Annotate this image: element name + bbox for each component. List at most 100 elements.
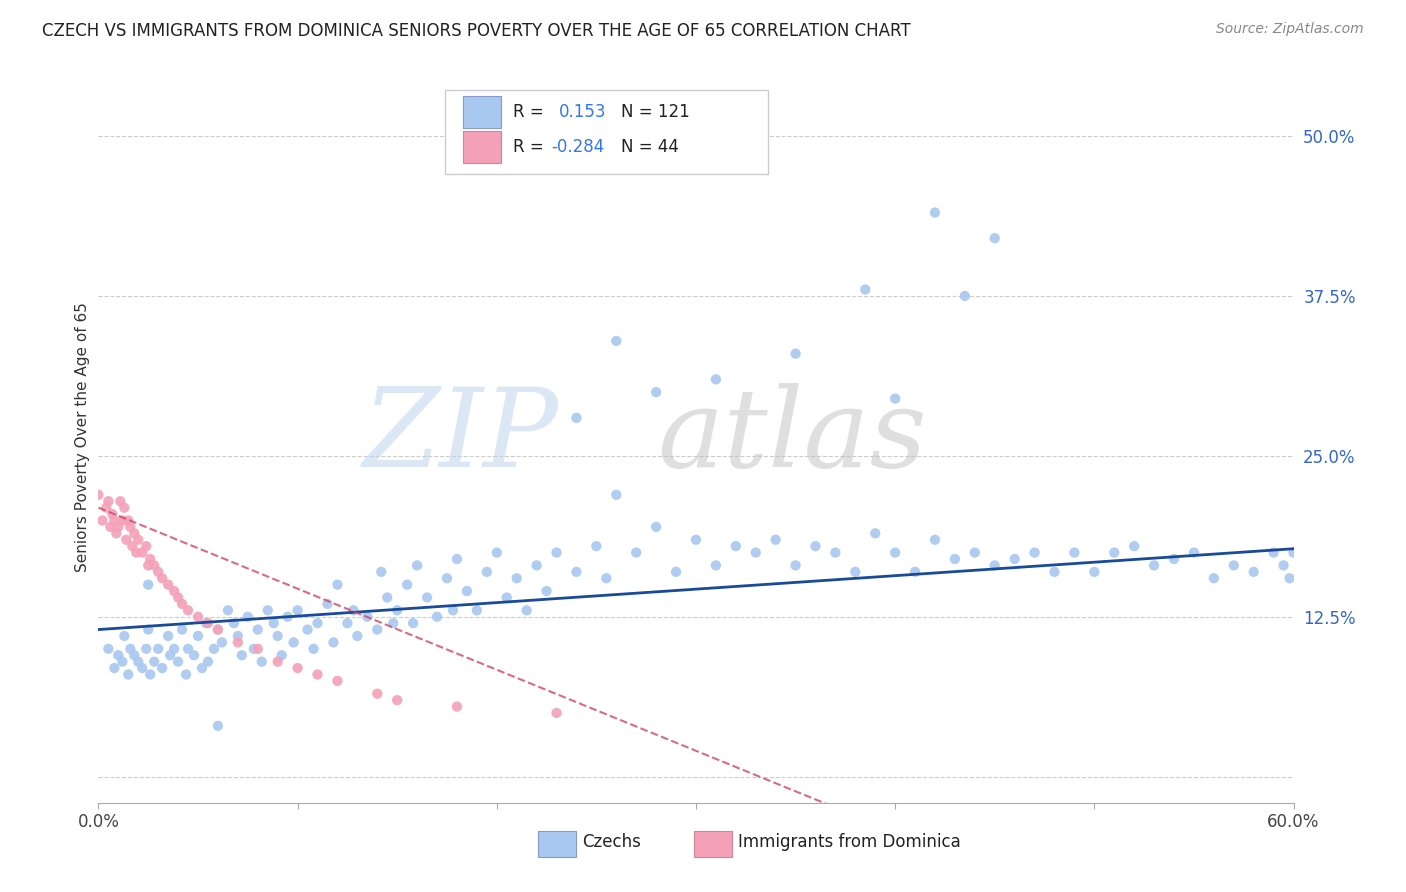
Point xyxy=(844,565,866,579)
Point xyxy=(346,629,368,643)
Point xyxy=(704,372,727,386)
Point xyxy=(263,616,285,631)
Point xyxy=(446,699,468,714)
Point xyxy=(97,641,120,656)
Point xyxy=(436,571,458,585)
Point xyxy=(924,533,946,547)
Point xyxy=(585,539,607,553)
Point xyxy=(884,392,907,406)
Point xyxy=(595,571,617,585)
Point xyxy=(984,231,1007,245)
Point xyxy=(111,514,134,528)
Point xyxy=(177,603,200,617)
Point xyxy=(785,346,807,360)
Point xyxy=(112,500,135,515)
Point xyxy=(396,577,419,591)
FancyBboxPatch shape xyxy=(538,830,576,857)
Point xyxy=(865,526,887,541)
Point xyxy=(546,706,568,720)
Point xyxy=(924,205,946,219)
Point xyxy=(963,545,986,559)
Point xyxy=(1063,545,1085,559)
Point xyxy=(375,591,398,605)
Point xyxy=(456,584,478,599)
Point xyxy=(117,514,139,528)
Text: R =: R = xyxy=(513,103,550,121)
Point xyxy=(267,629,290,643)
Point xyxy=(131,545,153,559)
Point xyxy=(1163,552,1185,566)
Point xyxy=(287,603,309,617)
Point xyxy=(277,609,299,624)
Point xyxy=(136,623,159,637)
Point xyxy=(1272,558,1295,573)
Point xyxy=(226,629,249,643)
Point xyxy=(148,641,170,656)
Point xyxy=(120,520,142,534)
Text: atlas: atlas xyxy=(657,384,927,491)
Point xyxy=(645,520,668,534)
Point xyxy=(302,641,325,656)
Point xyxy=(765,533,787,547)
Text: N = 121: N = 121 xyxy=(620,103,689,121)
Point xyxy=(1143,558,1166,573)
Point xyxy=(136,577,159,591)
Point xyxy=(127,533,149,547)
Point xyxy=(117,667,139,681)
Point xyxy=(1278,571,1301,585)
Point xyxy=(316,597,339,611)
Point xyxy=(685,533,707,547)
Point xyxy=(385,693,409,707)
Point xyxy=(1282,545,1305,559)
Point xyxy=(101,507,124,521)
Point xyxy=(416,591,439,605)
Point xyxy=(605,334,627,348)
Point xyxy=(91,514,114,528)
Point xyxy=(536,584,558,599)
Point xyxy=(207,719,229,733)
Point xyxy=(139,667,162,681)
Point xyxy=(626,545,648,559)
Point xyxy=(163,641,186,656)
Point xyxy=(143,655,166,669)
Point xyxy=(226,635,249,649)
Point xyxy=(385,603,409,617)
Point xyxy=(297,623,319,637)
Point xyxy=(120,641,142,656)
Point xyxy=(211,635,233,649)
Point xyxy=(1083,565,1105,579)
Point xyxy=(96,500,118,515)
Point xyxy=(246,641,269,656)
Point xyxy=(1043,565,1066,579)
Point xyxy=(745,545,768,559)
Point xyxy=(370,565,392,579)
Point xyxy=(356,609,378,624)
Point xyxy=(183,648,205,663)
Point xyxy=(526,558,548,573)
Point xyxy=(342,603,364,617)
Point xyxy=(231,648,253,663)
Point xyxy=(475,565,498,579)
Point xyxy=(127,655,149,669)
Point xyxy=(246,623,269,637)
Point xyxy=(167,655,190,669)
Point xyxy=(322,635,344,649)
Text: 0.153: 0.153 xyxy=(558,103,606,121)
Point xyxy=(197,655,219,669)
Point xyxy=(163,584,186,599)
Point xyxy=(426,609,449,624)
Point xyxy=(159,648,181,663)
Point xyxy=(884,545,907,559)
Point xyxy=(97,494,120,508)
Point xyxy=(1004,552,1026,566)
Point xyxy=(195,616,218,631)
Point xyxy=(904,565,927,579)
Point xyxy=(495,591,517,605)
Point xyxy=(143,558,166,573)
Point xyxy=(270,648,292,663)
Point xyxy=(382,616,405,631)
Point xyxy=(516,603,538,617)
Point xyxy=(1202,571,1225,585)
Point xyxy=(157,577,180,591)
FancyBboxPatch shape xyxy=(693,830,733,857)
